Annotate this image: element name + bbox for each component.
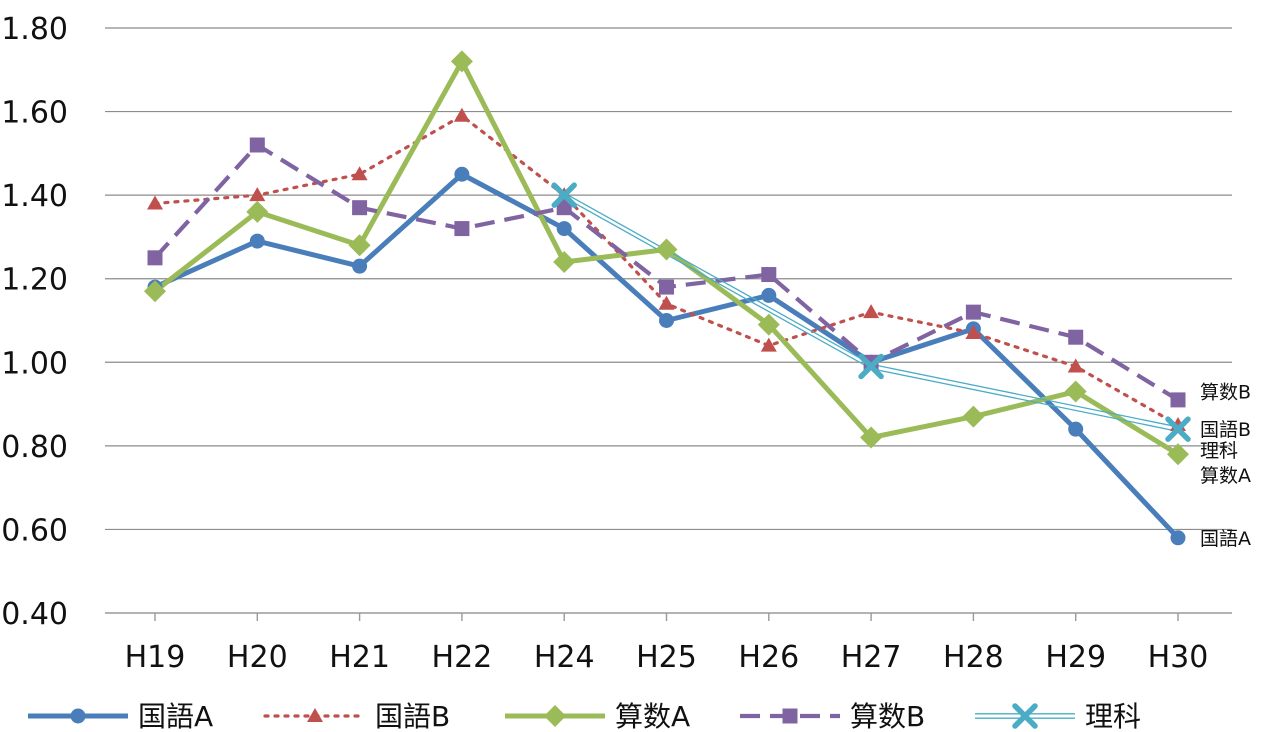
marker-circle: [556, 221, 572, 237]
marker-x: [551, 182, 577, 208]
y-tick-label: 0.40: [1, 597, 68, 632]
marker-diamond: [962, 405, 985, 428]
x-tick-label: H22: [432, 640, 493, 675]
legend: 国語A 国語B 算数A 算数B 理科: [28, 700, 1141, 732]
marker-diamond: [757, 313, 780, 336]
y-tick-label: 1.60: [1, 96, 68, 131]
marker-circle: [249, 233, 265, 249]
legend-label: 理科: [1085, 700, 1141, 732]
marker-square: [454, 221, 470, 237]
marker-triangle: [249, 187, 266, 202]
marker-square: [1068, 329, 1084, 345]
marker-circle: [454, 166, 470, 182]
marker-triangle: [351, 166, 368, 181]
marker-diamond: [246, 200, 269, 223]
marker-square: [1170, 392, 1186, 408]
marker-diamond: [553, 251, 576, 273]
marker-diamond: [348, 234, 371, 257]
marker-diamond: [450, 50, 473, 73]
axes: 0.40 0.60 0.80 1.00 1.20 1.40 1.60 1.80 H19 H20 H2…: [1, 12, 1208, 675]
x-tick-label: H28: [943, 640, 1004, 675]
marker-circle: [1170, 530, 1186, 546]
marker-square: [659, 279, 674, 295]
marker-x: [858, 353, 884, 380]
marker-x: [1165, 416, 1191, 442]
y-tick-label: 1.40: [1, 179, 68, 214]
marker-triangle: [965, 325, 982, 340]
marker-diamond: [1064, 380, 1087, 403]
y-tick-label: 1.00: [1, 346, 68, 381]
marker-square: [782, 708, 798, 724]
marker-circle: [761, 287, 777, 303]
y-tick-label: 1.20: [1, 263, 68, 298]
end-label: 算数B: [1200, 382, 1251, 404]
marker-circle: [1068, 421, 1084, 437]
marker-circle: [659, 313, 674, 328]
legend-label: 国語A: [138, 700, 213, 732]
grid-lines: [105, 27, 1232, 614]
marker-triangle: [658, 295, 675, 310]
series-line: [153, 142, 1180, 402]
y-tick-label: 0.80: [1, 430, 68, 465]
marker-triangle: [1067, 358, 1084, 373]
end-label: 算数A: [1200, 465, 1251, 487]
marker-triangle: [863, 304, 880, 319]
marker-square: [556, 200, 572, 216]
marker-square: [965, 304, 981, 320]
x-tick-label: H30: [1148, 640, 1209, 675]
x-tick-label: H25: [636, 640, 697, 675]
marker-triangle: [147, 195, 163, 210]
marker-triangle: [453, 107, 470, 122]
marker-square: [147, 250, 163, 266]
y-tick-label: 1.80: [1, 12, 68, 47]
marker-triangle: [307, 708, 323, 722]
end-label: 国語B: [1200, 419, 1251, 441]
marker-diamond: [144, 280, 166, 303]
marker-triangle: [760, 337, 777, 352]
marker-circle: [352, 258, 368, 274]
legend-label: 国語B: [375, 700, 450, 732]
marker-diamond: [860, 426, 883, 449]
x-tick-label: H19: [125, 640, 186, 675]
x-tick-label: H21: [329, 640, 390, 675]
marker-square: [761, 267, 777, 283]
series-markers: [144, 50, 1191, 546]
x-tick-label: H20: [227, 640, 288, 675]
marker-diamond: [544, 705, 566, 727]
end-label: 国語A: [1200, 528, 1251, 550]
x-tick-label: H24: [534, 640, 595, 675]
marker-square: [352, 200, 368, 216]
x-tick-label: H29: [1045, 640, 1106, 675]
marker-diamond: [1167, 443, 1189, 466]
y-tick-label: 0.60: [1, 513, 68, 548]
x-tick-label: H26: [738, 640, 799, 675]
marker-circle: [70, 708, 86, 724]
marker-x: [1012, 703, 1038, 729]
end-label: 理科: [1200, 440, 1238, 462]
legend-label: 算数B: [850, 700, 925, 732]
legend-label: 算数A: [615, 700, 690, 732]
marker-diamond: [655, 238, 678, 261]
x-tick-label: H27: [841, 640, 902, 675]
marker-square: [249, 137, 265, 153]
